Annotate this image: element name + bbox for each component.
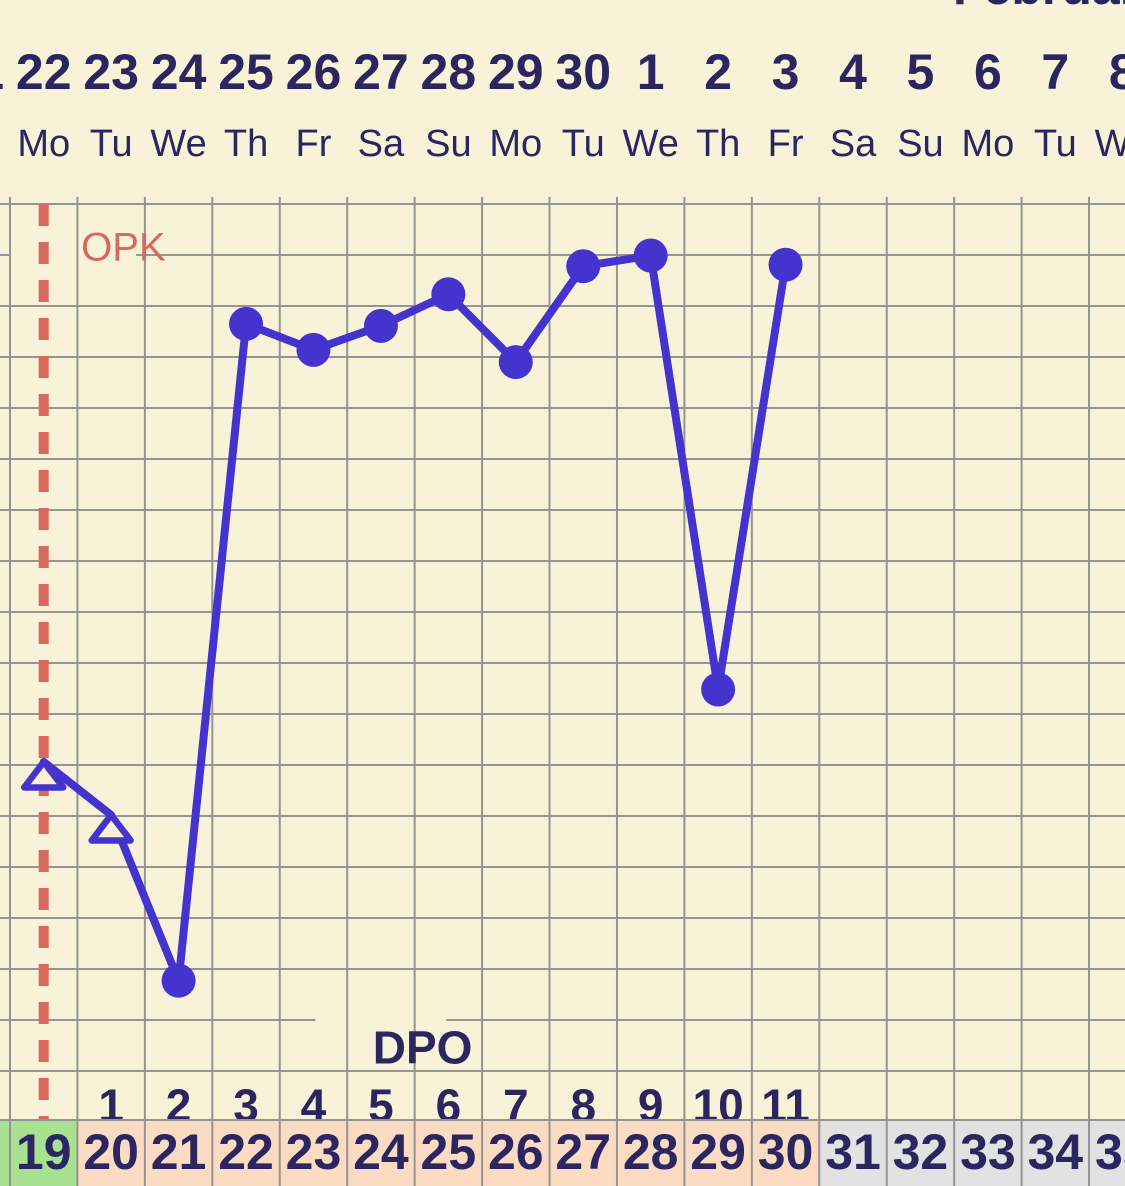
svg-text:22: 22 xyxy=(16,44,72,100)
svg-text:OPK: OPK xyxy=(81,225,166,269)
svg-text:28: 28 xyxy=(623,1124,679,1180)
svg-text:We: We xyxy=(1095,123,1125,165)
svg-text:Mo: Mo xyxy=(961,123,1014,165)
svg-text:35: 35 xyxy=(1095,1124,1125,1180)
svg-text:Mo: Mo xyxy=(489,123,542,165)
svg-text:26: 26 xyxy=(286,44,342,100)
svg-text:Th: Th xyxy=(696,123,740,165)
svg-text:5: 5 xyxy=(907,44,935,100)
svg-text:30: 30 xyxy=(758,1124,814,1180)
svg-text:32: 32 xyxy=(893,1124,949,1180)
svg-text:23: 23 xyxy=(286,1124,342,1180)
svg-text:Tu: Tu xyxy=(1034,123,1077,165)
svg-text:8: 8 xyxy=(1109,44,1125,100)
svg-text:29: 29 xyxy=(690,1124,746,1180)
svg-text:19: 19 xyxy=(16,1124,72,1180)
svg-text:25: 25 xyxy=(218,44,274,100)
svg-text:7: 7 xyxy=(1041,44,1069,100)
svg-text:34: 34 xyxy=(1028,1124,1084,1180)
svg-text:Su: Su xyxy=(425,123,471,165)
svg-text:26: 26 xyxy=(488,1124,544,1180)
svg-text:We: We xyxy=(623,123,679,165)
svg-text:Sa: Sa xyxy=(830,123,877,165)
svg-text:Fr: Fr xyxy=(768,123,804,165)
svg-text:3: 3 xyxy=(772,44,800,100)
svg-text:24: 24 xyxy=(151,44,207,100)
svg-text:Fr: Fr xyxy=(296,123,332,165)
svg-text:Tu: Tu xyxy=(90,123,133,165)
svg-text:24: 24 xyxy=(353,1124,409,1180)
svg-text:28: 28 xyxy=(421,44,477,100)
svg-text:2: 2 xyxy=(704,44,732,100)
svg-text:21: 21 xyxy=(151,1124,207,1180)
svg-text:27: 27 xyxy=(555,1124,611,1180)
svg-text:Su: Su xyxy=(897,123,943,165)
svg-text:22: 22 xyxy=(218,1124,274,1180)
svg-text:We: We xyxy=(150,123,206,165)
svg-text:25: 25 xyxy=(421,1124,477,1180)
svg-text:Tu: Tu xyxy=(562,123,605,165)
svg-text:33: 33 xyxy=(960,1124,1016,1180)
svg-text:4: 4 xyxy=(839,44,867,100)
svg-text:20: 20 xyxy=(83,1124,139,1180)
svg-text:23: 23 xyxy=(83,44,139,100)
svg-text:February: February xyxy=(953,0,1125,15)
svg-text:29: 29 xyxy=(488,44,544,100)
svg-text:30: 30 xyxy=(555,44,611,100)
svg-text:Mo: Mo xyxy=(17,123,70,165)
svg-text:6: 6 xyxy=(974,44,1002,100)
svg-text:Sa: Sa xyxy=(358,123,405,165)
svg-text:21: 21 xyxy=(0,44,4,100)
svg-text:31: 31 xyxy=(825,1124,881,1180)
svg-text:27: 27 xyxy=(353,44,409,100)
svg-text:DPO: DPO xyxy=(373,1022,473,1074)
svg-text:Th: Th xyxy=(224,123,268,165)
svg-text:1: 1 xyxy=(637,44,665,100)
